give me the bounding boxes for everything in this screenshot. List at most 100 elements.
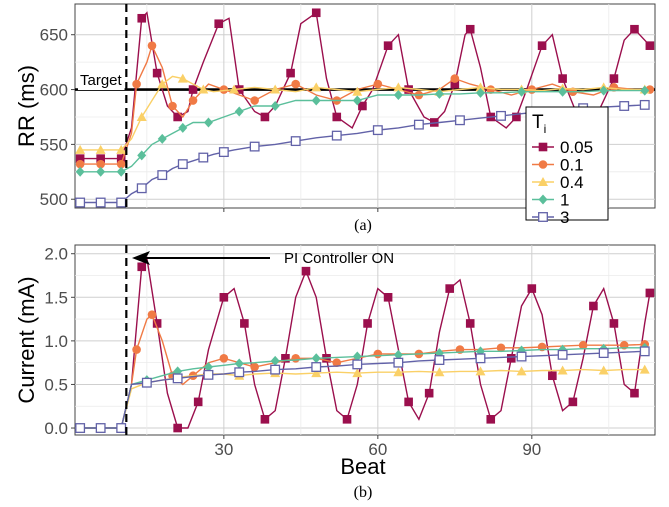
data-point-0_1 xyxy=(291,79,301,89)
data-point-3 xyxy=(516,351,527,362)
data-point-3 xyxy=(198,152,209,163)
data-point-0_05 xyxy=(558,74,567,83)
data-point-0_1 xyxy=(116,159,126,169)
data-point-1 xyxy=(311,353,321,364)
data-point-0_05 xyxy=(188,85,198,94)
data-point-3 xyxy=(75,423,86,433)
data-point-0_4 xyxy=(475,82,486,92)
legend: Ti 0.050.10.413 xyxy=(525,106,609,227)
data-point-3 xyxy=(434,355,445,365)
data-point-0_1 xyxy=(219,85,229,94)
data-point-3 xyxy=(157,170,168,181)
data-point-3 xyxy=(177,159,188,170)
data-point-1 xyxy=(137,150,147,161)
data-point-0_05 xyxy=(568,397,578,407)
data-point-0_05 xyxy=(589,301,598,311)
data-point-0_05 xyxy=(465,319,475,328)
data-point-0_4 xyxy=(116,144,127,154)
data-point-3 xyxy=(639,346,650,357)
data-point-3 xyxy=(557,349,568,360)
data-point-0_1 xyxy=(373,349,383,359)
data-point-0_4 xyxy=(75,144,86,154)
data-point-3 xyxy=(455,115,465,126)
data-point-0_4 xyxy=(311,82,322,92)
data-point-0_05 xyxy=(645,41,655,50)
data-point-0_05 xyxy=(152,68,162,78)
data-point-0_05 xyxy=(332,112,342,122)
legend-entry-label: 1 xyxy=(560,191,569,210)
data-point-0_4 xyxy=(229,84,240,94)
data-point-0_05 xyxy=(424,388,434,398)
data-point-0_05 xyxy=(609,319,619,328)
y-tick-label: 0.0 xyxy=(44,419,68,438)
data-point-3 xyxy=(95,423,106,433)
data-point-0_4 xyxy=(157,79,168,89)
data-point-0_05 xyxy=(404,85,413,94)
data-point-0_05 xyxy=(363,319,372,328)
data-point-0_1 xyxy=(96,159,105,169)
data-point-0_05 xyxy=(506,354,516,363)
x-axis-title-b: Beat xyxy=(340,454,385,479)
target-label-bg xyxy=(78,71,125,90)
data-point-1 xyxy=(311,95,321,106)
data-point-0_05 xyxy=(214,19,224,29)
data-point-3 xyxy=(249,141,260,152)
data-point-1 xyxy=(270,101,280,111)
data-point-0_1 xyxy=(332,358,342,367)
data-point-3 xyxy=(218,147,229,158)
data-point-0_05 xyxy=(548,371,557,381)
data-point-3 xyxy=(331,130,342,141)
data-point-3 xyxy=(172,373,183,384)
data-point-0_05 xyxy=(286,68,295,78)
data-point-0_05 xyxy=(527,284,537,293)
data-point-0_1 xyxy=(496,343,506,353)
data-point-0_1 xyxy=(250,96,259,105)
data-point-0_05 xyxy=(301,266,311,276)
legend-items: 0.050.10.413 xyxy=(532,138,593,227)
data-point-3 xyxy=(234,367,245,378)
data-point-0_4 xyxy=(434,367,445,377)
data-point-0_05 xyxy=(383,292,393,302)
panel-b: 0.0 0.5 1.0 1.5 2.0 30 60 90 Current (mA) Beat… xyxy=(14,244,656,501)
data-point-0_4 xyxy=(95,144,106,154)
data-point-3 xyxy=(496,110,506,121)
series-3 xyxy=(75,346,650,433)
annotation-arrowhead xyxy=(132,251,150,265)
series-line-0_4 xyxy=(80,75,645,151)
legend-title-subscript: i xyxy=(544,122,547,136)
data-point-0_05 xyxy=(137,262,147,272)
data-point-0_4 xyxy=(136,111,147,121)
data-point-0_05 xyxy=(219,292,229,302)
data-point-1 xyxy=(558,86,568,97)
data-point-0_1 xyxy=(609,83,619,92)
data-point-3 xyxy=(619,101,630,111)
data-point-0_1 xyxy=(250,362,259,372)
data-point-0_05 xyxy=(486,415,496,424)
data-point-0_1 xyxy=(486,85,496,94)
data-point-0_05 xyxy=(450,79,460,89)
data-point-3 xyxy=(116,197,127,208)
y-tick-label: 1.5 xyxy=(44,288,68,307)
data-point-0_05 xyxy=(240,319,249,328)
data-point-0_05 xyxy=(152,319,162,328)
data-point-3 xyxy=(116,423,127,433)
y-axis-title-b: Current (mA) xyxy=(14,276,39,403)
data-point-0_05 xyxy=(173,423,182,433)
data-point-0_05 xyxy=(96,154,105,163)
data-point-0_05 xyxy=(173,112,182,122)
legend-entry-label: 0.4 xyxy=(560,173,584,192)
data-point-1 xyxy=(393,349,403,360)
series-1 xyxy=(75,85,650,177)
panel-label-b: (b) xyxy=(354,484,373,501)
y-tick-labels-a: 500 550 600 650 xyxy=(40,26,75,209)
data-point-0_4 xyxy=(311,368,322,378)
data-point-0_4 xyxy=(270,84,281,94)
x-tick-label: 90 xyxy=(522,440,541,459)
y-tick-label: 0.5 xyxy=(44,375,68,394)
data-point-0_1 xyxy=(75,159,85,169)
data-point-0_1 xyxy=(147,310,157,320)
panel-label-a: (a) xyxy=(354,217,372,234)
data-point-0_05 xyxy=(342,415,352,424)
data-point-0_4 xyxy=(393,367,404,377)
y-tick-label: 550 xyxy=(40,135,68,154)
